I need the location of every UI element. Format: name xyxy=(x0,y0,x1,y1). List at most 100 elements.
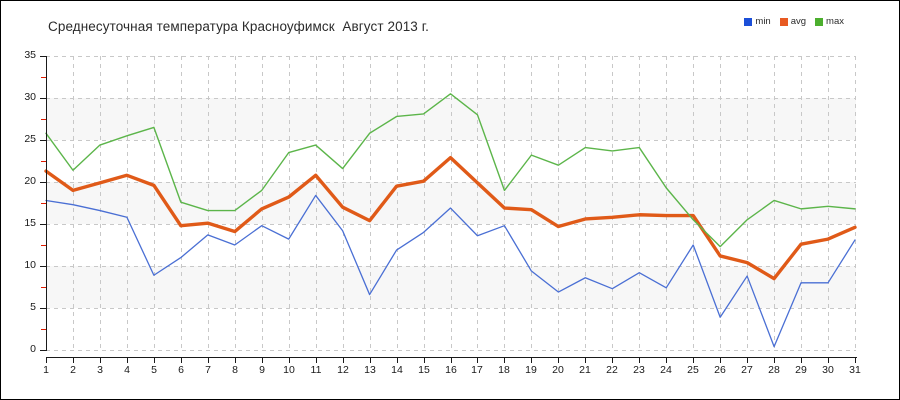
x-axis-label: 7 xyxy=(205,364,211,376)
x-axis-label: 29 xyxy=(795,364,807,376)
plot-area xyxy=(44,56,857,351)
y-axis-minor-tick xyxy=(41,203,46,204)
x-axis-label: 21 xyxy=(579,364,591,376)
y-axis-tick xyxy=(40,56,46,57)
x-axis-label: 4 xyxy=(124,364,130,376)
legend-label-avg: avg xyxy=(790,16,807,27)
y-axis-tick xyxy=(40,308,46,309)
y-axis-line xyxy=(46,56,47,351)
x-axis-label: 19 xyxy=(525,364,537,376)
series-line-avg xyxy=(44,155,857,281)
x-axis-tick xyxy=(181,358,182,363)
x-axis-label: 14 xyxy=(391,364,403,376)
x-axis-tick xyxy=(828,358,829,363)
x-axis-label: 5 xyxy=(151,364,157,376)
x-axis-tick xyxy=(585,358,586,363)
x-axis-tick xyxy=(100,358,101,363)
x-axis-line xyxy=(46,357,857,358)
x-axis-label: 12 xyxy=(337,364,349,376)
x-axis-tick xyxy=(451,358,452,363)
y-axis-tick xyxy=(40,140,46,141)
x-axis-tick xyxy=(612,358,613,363)
x-axis-tick xyxy=(316,358,317,363)
x-axis-tick xyxy=(639,358,640,363)
y-axis-label: 25 xyxy=(24,133,36,145)
x-axis-tick xyxy=(720,358,721,363)
series-line-min xyxy=(45,194,856,348)
legend-item-max[interactable]: max xyxy=(815,17,844,26)
x-axis-tick xyxy=(693,358,694,363)
series-lines xyxy=(44,93,857,348)
y-axis-minor-tick xyxy=(41,119,46,120)
y-axis-minor-tick xyxy=(41,287,46,288)
legend-label-max: max xyxy=(826,16,844,27)
legend-item-min[interactable]: min xyxy=(744,17,771,26)
x-axis-label: 20 xyxy=(552,364,564,376)
x-axis-label: 16 xyxy=(445,364,457,376)
x-axis-tick xyxy=(477,358,478,363)
y-axis-tick xyxy=(40,182,46,183)
legend-item-avg[interactable]: avg xyxy=(779,16,807,27)
y-axis-minor-tick xyxy=(41,245,46,246)
x-axis-tick xyxy=(154,358,155,363)
x-axis-label: 30 xyxy=(822,364,834,376)
x-axis-label: 15 xyxy=(418,364,430,376)
x-axis-label: 27 xyxy=(741,364,753,376)
x-axis-tick xyxy=(666,358,667,363)
x-axis-tick xyxy=(262,358,263,363)
y-axis-label: 15 xyxy=(24,217,36,229)
y-axis-minor-tick xyxy=(41,77,46,78)
y-axis-label: 10 xyxy=(24,259,36,271)
x-axis-label: 8 xyxy=(232,364,238,376)
x-axis-tick xyxy=(46,358,47,363)
legend-swatch-max xyxy=(815,17,824,26)
y-axis-tick xyxy=(40,98,46,99)
x-axis-tick xyxy=(504,358,505,363)
x-axis-tick xyxy=(774,358,775,363)
y-axis-label: 30 xyxy=(24,91,36,103)
y-axis-label: 35 xyxy=(24,49,36,61)
x-axis-label: 28 xyxy=(768,364,780,376)
x-axis-label: 22 xyxy=(606,364,618,376)
chart-legend: min avg max xyxy=(744,17,844,26)
y-axis-label: 0 xyxy=(30,343,36,355)
x-axis-label: 25 xyxy=(687,364,699,376)
x-axis-label: 9 xyxy=(259,364,265,376)
x-axis-label: 23 xyxy=(633,364,645,376)
y-axis-minor-tick xyxy=(41,161,46,162)
x-axis-tick xyxy=(531,358,532,363)
y-axis-minor-tick xyxy=(41,329,46,330)
x-axis-label: 6 xyxy=(178,364,184,376)
y-axis-label: 5 xyxy=(30,301,36,313)
legend-swatch-avg xyxy=(779,17,788,26)
x-axis-tick xyxy=(370,358,371,363)
x-axis-tick xyxy=(289,358,290,363)
x-axis-tick xyxy=(747,358,748,363)
series-line-max xyxy=(45,93,856,248)
y-axis-tick xyxy=(40,224,46,225)
x-axis-tick xyxy=(73,358,74,363)
x-axis-label: 17 xyxy=(471,364,483,376)
x-axis-label: 26 xyxy=(714,364,726,376)
x-axis-label: 31 xyxy=(849,364,861,376)
x-axis-tick xyxy=(855,358,856,363)
x-axis-tick xyxy=(397,358,398,363)
x-axis-tick xyxy=(801,358,802,363)
x-axis-tick xyxy=(558,358,559,363)
x-axis-tick xyxy=(208,358,209,363)
x-axis-label: 24 xyxy=(660,364,672,376)
legend-swatch-min xyxy=(744,17,753,26)
x-axis-label: 11 xyxy=(310,364,322,376)
y-axis-tick xyxy=(40,350,46,351)
x-axis-label: 18 xyxy=(498,364,510,376)
x-axis-label: 1 xyxy=(43,364,49,376)
chart-title: Среднесуточная температура Красноуфимск … xyxy=(48,19,429,34)
y-axis-label: 20 xyxy=(24,175,36,187)
x-axis-label: 10 xyxy=(283,364,295,376)
x-axis-tick xyxy=(127,358,128,363)
x-axis-tick xyxy=(343,358,344,363)
x-axis-label: 13 xyxy=(364,364,376,376)
grid-lines xyxy=(46,56,856,351)
x-axis-label: 2 xyxy=(70,364,76,376)
